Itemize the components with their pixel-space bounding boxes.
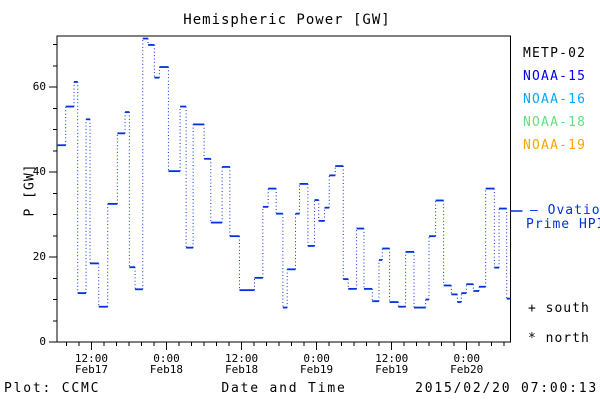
x-tick-date: Feb19 [375, 363, 409, 376]
x-tick-time: 12:00 [375, 352, 409, 365]
x-tick-time: 0:00 [153, 352, 180, 365]
x-tick-label: 0:00 Feb19 [287, 353, 347, 375]
legend-item-noaa-16: NOAA-16 [523, 92, 587, 107]
y-tick-label: 60 [32, 80, 46, 93]
x-tick-time: 12:00 [74, 352, 108, 365]
plot-source-label: Plot: CCMC [4, 381, 101, 396]
x-tick-time: 0:00 [303, 352, 330, 365]
legend-item-metp-02: METP-02 [523, 46, 587, 61]
x-tick-date: Feb18 [149, 363, 184, 376]
legend-item-noaa-18: NOAA-18 [523, 115, 587, 130]
plot-frame [56, 35, 511, 343]
x-tick-label: 12:00 Feb18 [212, 353, 272, 375]
x-tick-label: 12:00 Feb17 [61, 353, 121, 375]
x-tick-label: 12:00 Feb19 [362, 353, 422, 375]
plot-timestamp: 2015/02/20 07:00:13 [415, 381, 598, 396]
x-tick-date: Feb18 [224, 363, 259, 376]
ovation-legend-line1: — Ovation [530, 203, 600, 218]
x-tick-date: Feb19 [300, 363, 334, 376]
legend-item-noaa-15: NOAA-15 [523, 69, 587, 84]
x-tick-date: Feb17 [74, 363, 108, 376]
y-tick-label: 20 [32, 250, 46, 263]
y-tick-label: 40 [32, 165, 46, 178]
chart-title: Hemispheric Power [GW] [183, 12, 391, 28]
south-marker-legend: + south [528, 301, 590, 316]
x-tick-time: 12:00 [224, 352, 259, 365]
x-tick-label: 0:00 Feb18 [136, 353, 196, 375]
x-tick-label: 0:00 Feb20 [437, 353, 497, 375]
x-tick-time: 0:00 [453, 352, 480, 365]
x-tick-date: Feb20 [450, 363, 484, 376]
y-tick-label: 0 [39, 335, 46, 348]
x-axis-title: Date and Time [221, 381, 347, 396]
legend-item-noaa-19: NOAA-19 [523, 138, 587, 153]
ovation-legend-line2: Prime HPI [526, 217, 600, 232]
north-marker-legend: * north [528, 331, 590, 346]
